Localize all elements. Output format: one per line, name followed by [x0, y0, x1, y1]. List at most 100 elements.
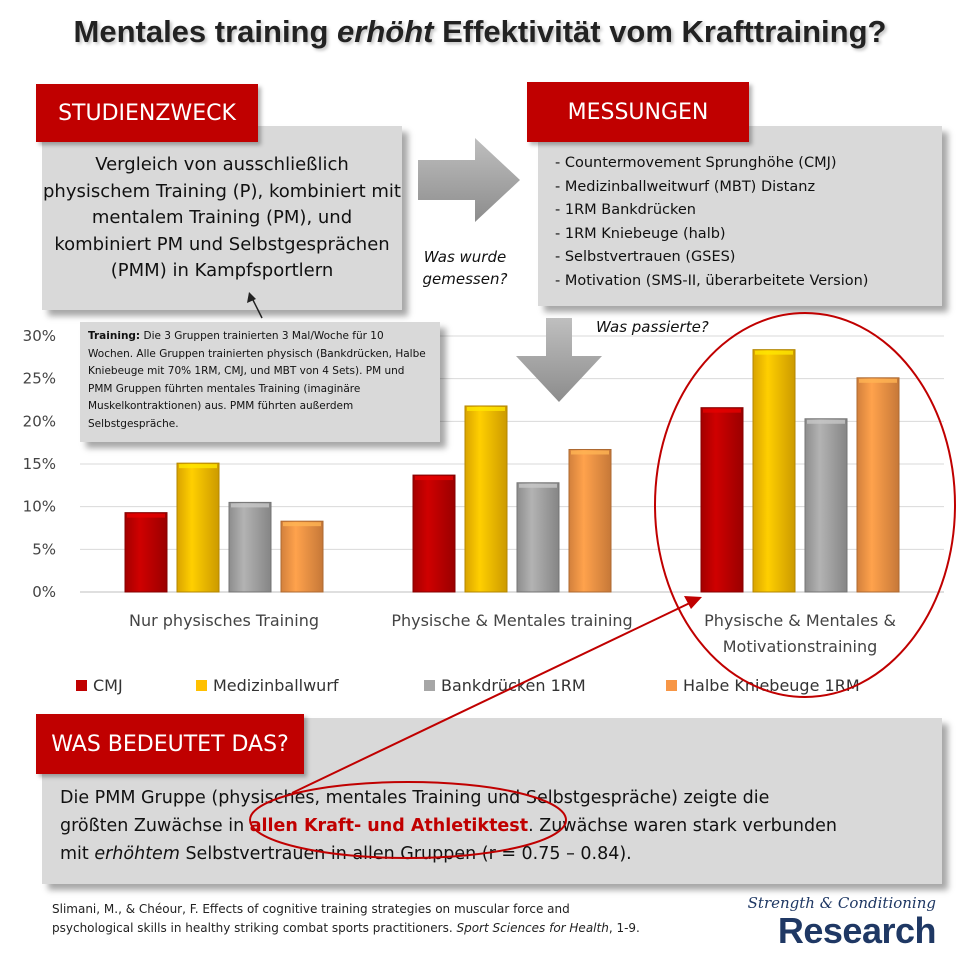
legend-swatch — [76, 680, 87, 691]
meaning-part: Selbstvertrauen in allen Gruppen (r = 0.… — [179, 844, 632, 864]
meaning-label: WAS BEDEUTET DAS? — [36, 714, 304, 774]
bar-highlight — [571, 450, 609, 455]
meaning-text: Die PMM Gruppe (physisches, mentales Tra… — [60, 784, 920, 868]
measurement-item: - Motivation (SMS-II, überarbeitete Vers… — [555, 272, 869, 289]
purpose-text: Vergleich von ausschließlich physischem … — [43, 154, 401, 281]
bar — [856, 377, 900, 593]
note-measured: Was wurde gemessen? — [410, 246, 520, 290]
meaning-line: Die PMM Gruppe (physisches, mentales Tra… — [60, 788, 770, 808]
y-tick-label: 5% — [32, 540, 56, 558]
citation-journal: Sport Sciences for Health — [456, 921, 609, 935]
x-category-label: Nur physisches Training — [129, 611, 319, 630]
legend-swatch — [666, 680, 677, 691]
bar-highlight — [179, 464, 217, 469]
training-bold: Training: — [88, 330, 141, 342]
connector-arrow — [291, 600, 695, 794]
citation-part: psychological skills in healthy striking… — [52, 921, 457, 935]
y-tick-label: 15% — [23, 455, 56, 473]
chart-legend: CMJ Medizinballwurf Bankdrücken 1RM Halb… — [40, 676, 940, 698]
x-category-label: Motivationstraining — [723, 637, 878, 656]
measurements-label: MESSUNGEN — [527, 82, 749, 142]
legend-label: Medizinballwurf — [213, 676, 339, 695]
page-title: Mentales training erhöht Effektivität vo… — [0, 14, 960, 50]
bar-highlight — [859, 378, 897, 383]
bar — [176, 462, 220, 593]
bar — [700, 407, 744, 593]
meaning-part: mit — [60, 844, 95, 864]
pointer-arrowhead-icon — [247, 292, 256, 303]
title-emphasis: erhöht — [337, 14, 434, 49]
brand-logo-line1: Strength & Conditioning — [747, 894, 936, 912]
training-body: Die 3 Gruppen trainierten 3 Mal/Woche fü… — [88, 330, 426, 430]
training-text: Training: Die 3 Gruppen trainierten 3 Ma… — [88, 328, 432, 433]
legend-label: Halbe Kniebeuge 1RM — [683, 676, 860, 695]
note-line: gemessen? — [422, 270, 508, 288]
bar-highlight — [519, 483, 557, 488]
bar-highlight — [807, 419, 845, 424]
y-tick-label: 30% — [23, 327, 56, 345]
title-part: Mentales training — [73, 14, 338, 49]
bar — [804, 418, 848, 593]
pointer-arrow — [251, 297, 263, 319]
y-tick-label: 10% — [23, 498, 56, 516]
bar-highlight — [755, 350, 793, 355]
down-arrow-icon — [516, 318, 602, 402]
meaning-part: größten Zuwächse in — [60, 816, 250, 836]
bar — [752, 349, 796, 593]
citation-line: psychological skills in healthy striking… — [52, 919, 712, 938]
measurement-item: - Selbstvertrauen (GSES) — [555, 249, 736, 265]
measurement-item: - Countermovement Sprunghöhe (CMJ) — [555, 155, 837, 171]
legend-label: Bankdrücken 1RM — [441, 676, 586, 695]
note-line: Was wurde — [423, 248, 507, 266]
bar — [568, 448, 612, 593]
bar — [124, 512, 168, 593]
measurement-item: - Medizinballweitwurf (MBT) Distanz — [555, 178, 816, 195]
citation: Slimani, M., & Chéour, F. Effects of cog… — [52, 900, 712, 938]
bar — [280, 520, 324, 593]
legend-item: Medizinballwurf — [196, 676, 339, 695]
legend-label: CMJ — [93, 676, 123, 695]
title-part: Effektivität vom Krafttraining? — [433, 14, 887, 49]
meaning-part: . Zuwächse waren stark verbunden — [528, 816, 837, 836]
bar — [464, 405, 508, 593]
legend-item: CMJ — [76, 676, 123, 695]
measurement-item: - 1RM Kniebeuge (halb) — [555, 225, 726, 242]
legend-swatch — [196, 680, 207, 691]
bar-highlight — [467, 406, 505, 411]
training-box — [80, 322, 440, 442]
y-tick-label: 0% — [32, 583, 56, 601]
x-category-label: Physische & Mentales training — [391, 611, 632, 630]
purpose-box — [42, 126, 402, 310]
citation-part: , 1-9. — [608, 921, 640, 935]
y-tick-label: 20% — [23, 412, 56, 430]
x-category-label: Physische & Mentales & — [704, 611, 896, 630]
bar-highlight — [703, 408, 741, 413]
meaning-highlight: allen Kraft- und Athletiktest — [249, 816, 529, 836]
bar-highlight — [415, 476, 453, 481]
meaning-line: mit erhöhtem Selbstvertrauen in allen Gr… — [60, 840, 920, 868]
legend-item: Bankdrücken 1RM — [424, 676, 586, 695]
y-tick-label: 25% — [23, 370, 56, 388]
bar — [516, 482, 560, 593]
connector-arrowhead-icon — [684, 596, 702, 609]
measurements-box — [538, 126, 942, 306]
meaning-emphasis: erhöhtem — [94, 844, 180, 864]
right-arrow-icon — [418, 138, 520, 222]
bar-highlight — [283, 522, 321, 527]
bar — [228, 501, 272, 593]
legend-swatch — [424, 680, 435, 691]
bar-highlight — [127, 513, 165, 518]
citation-line: Slimani, M., & Chéour, F. Effects of cog… — [52, 902, 570, 916]
bar — [412, 474, 456, 593]
measurements-list: - Countermovement Sprunghöhe (CMJ) - Med… — [555, 152, 945, 293]
brand-logo-line2: Research — [777, 910, 937, 951]
purpose-label: STUDIENZWECK — [36, 84, 258, 142]
legend-item: Halbe Kniebeuge 1RM — [666, 676, 860, 695]
bar-highlight — [231, 503, 269, 508]
measurement-item: - 1RM Bankdrücken — [555, 202, 696, 218]
meaning-line: größten Zuwächse in allen Kraft- und Ath… — [60, 812, 920, 840]
highlight-circle-pmm — [654, 312, 956, 698]
note-happened: Was passierte? — [596, 318, 709, 336]
highlight-circle-text — [249, 781, 567, 859]
